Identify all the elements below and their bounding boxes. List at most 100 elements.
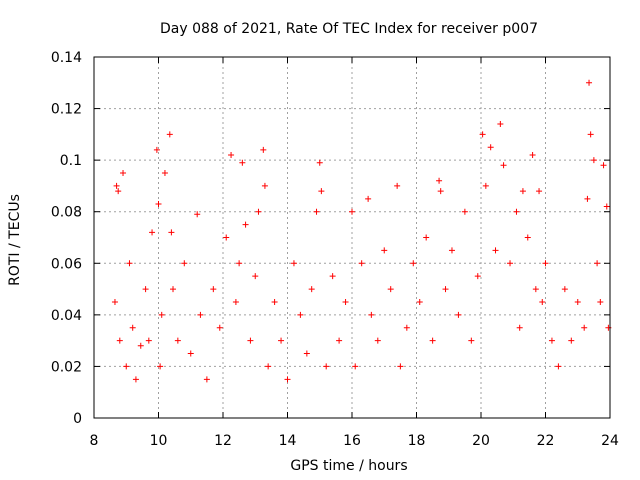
data-point [474, 273, 481, 280]
data-point [242, 221, 249, 228]
data-point [284, 376, 291, 383]
data-point [461, 208, 468, 215]
x-tick-label: 24 [601, 433, 619, 449]
data-point [548, 337, 555, 344]
data-point [236, 260, 243, 267]
x-tick-labels: 8 10 12 14 16 18 20 22 24 [90, 433, 619, 449]
data-point [115, 188, 122, 195]
data-point [120, 170, 127, 177]
y-tick-label: 0.1 [60, 153, 82, 169]
data-point [113, 182, 120, 189]
data-point [252, 273, 259, 280]
data-point [168, 229, 175, 236]
data-point [342, 298, 349, 305]
data-point [513, 208, 520, 215]
y-tick-label: 0.06 [51, 256, 82, 272]
y-tick-label: 0 [73, 411, 82, 427]
data-point [532, 286, 539, 293]
data-point [271, 298, 278, 305]
axis-ticks [93, 56, 611, 419]
chart-title: Day 088 of 2021, Rate Of TEC Index for r… [160, 21, 538, 37]
data-point [429, 337, 436, 344]
data-point [590, 157, 597, 164]
x-tick-label: 16 [343, 433, 361, 449]
data-points [111, 79, 612, 383]
data-point [232, 298, 239, 305]
data-point [536, 188, 543, 195]
data-point [455, 311, 462, 318]
data-point [542, 260, 549, 267]
data-point [468, 337, 475, 344]
y-tick-label: 0.08 [51, 205, 82, 221]
x-axis-label: GPS time / hours [290, 458, 407, 474]
data-point [365, 195, 372, 202]
data-point [442, 286, 449, 293]
y-tick-label: 0.02 [51, 359, 82, 375]
data-point [507, 260, 514, 267]
x-tick-label: 22 [537, 433, 555, 449]
y-tick-labels: 0 0.02 0.04 0.06 0.08 0.1 0.12 0.14 [51, 50, 82, 427]
y-tick-label: 0.14 [51, 50, 82, 66]
data-point [423, 234, 430, 241]
data-point [358, 260, 365, 267]
data-point [132, 376, 139, 383]
data-point [255, 208, 262, 215]
data-point [594, 260, 601, 267]
data-point [479, 131, 486, 138]
data-point [129, 324, 136, 331]
data-point [170, 286, 177, 293]
y-tick-label: 0.12 [51, 102, 82, 118]
data-point [387, 286, 394, 293]
x-tick-label: 12 [214, 433, 232, 449]
data-point [539, 298, 546, 305]
data-point [519, 188, 526, 195]
data-point [123, 363, 130, 370]
data-point [368, 311, 375, 318]
data-point [600, 162, 607, 169]
data-point [194, 211, 201, 218]
data-point [416, 298, 423, 305]
data-point [316, 159, 323, 166]
data-point [500, 162, 507, 169]
data-point [568, 337, 575, 344]
data-point [126, 260, 133, 267]
data-point [155, 200, 162, 207]
x-tick-label: 10 [150, 433, 168, 449]
data-point [487, 144, 494, 151]
data-point [313, 208, 320, 215]
data-point [181, 260, 188, 267]
data-point [410, 260, 417, 267]
data-point [437, 188, 444, 195]
data-point [157, 363, 164, 370]
data-point [336, 337, 343, 344]
data-point [352, 363, 359, 370]
data-point [239, 159, 246, 166]
data-point [303, 350, 310, 357]
data-point [581, 324, 588, 331]
data-point [587, 131, 594, 138]
data-point [381, 247, 388, 254]
data-point [597, 298, 604, 305]
data-point [436, 177, 443, 184]
data-point [297, 311, 304, 318]
y-tick-label: 0.04 [51, 308, 82, 324]
data-point [111, 298, 118, 305]
data-point [397, 363, 404, 370]
data-point [161, 170, 168, 177]
data-point [524, 234, 531, 241]
data-point [203, 376, 210, 383]
data-point [574, 298, 581, 305]
x-tick-label: 14 [279, 433, 297, 449]
data-point [586, 79, 593, 86]
data-point [603, 203, 610, 210]
data-point [197, 311, 204, 318]
data-point [403, 324, 410, 331]
data-point [153, 146, 160, 153]
data-point [308, 286, 315, 293]
data-point [265, 363, 272, 370]
y-axis-label: ROTI / TECUs [7, 194, 23, 286]
data-point [561, 286, 568, 293]
data-point [247, 337, 254, 344]
data-point [228, 151, 235, 158]
